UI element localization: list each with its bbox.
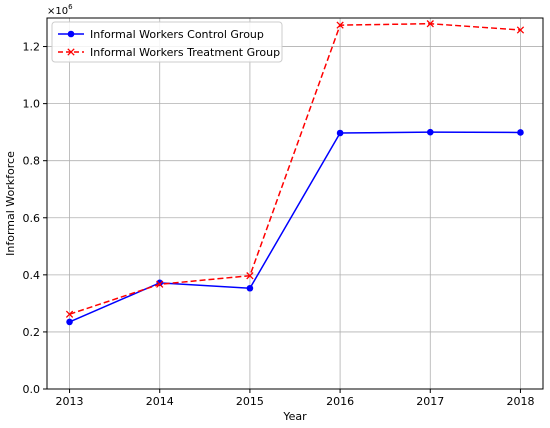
y-tick-label: 1.2 xyxy=(23,41,41,54)
y-tick-label: 1.0 xyxy=(23,98,41,111)
data-point-x xyxy=(246,272,254,280)
data-point-circle xyxy=(246,284,254,292)
plot-area-frame xyxy=(46,17,544,390)
data-point-x xyxy=(516,26,525,34)
y-axis-title: Informal Workforce xyxy=(4,151,17,256)
y-axis-multiplier: ×106 xyxy=(47,3,73,17)
data-point-x xyxy=(156,280,164,288)
x-tick-label: 2017 xyxy=(416,395,444,408)
series-layer xyxy=(65,20,525,326)
legend: Informal Workers Control Group Informal W… xyxy=(51,21,283,63)
data-point-x xyxy=(426,20,434,28)
data-point-x xyxy=(65,310,74,318)
x-axis-title: Year xyxy=(282,410,307,423)
data-point-circle xyxy=(66,318,73,326)
legend-box xyxy=(51,21,283,63)
y-multiplier-exponent: 6 xyxy=(68,3,73,11)
data-point-x xyxy=(336,21,344,29)
data-point-circle xyxy=(517,129,524,136)
x-tick-label: 2014 xyxy=(146,395,174,408)
data-point-circle xyxy=(426,128,434,136)
y-multiplier-base: ×10 xyxy=(47,6,68,17)
legend-label-2: Informal Workers Treatment Group xyxy=(90,46,280,59)
data-point-circle xyxy=(336,129,344,137)
series-line-2 xyxy=(69,22,521,315)
x-tick-label: 2013 xyxy=(56,395,84,408)
y-tick-label: 0.2 xyxy=(23,326,41,339)
axis-ticks: 2013 2014 2015 2016 2017 2018 0.0 0.2 0.4 0.6 0.8 1… xyxy=(23,41,535,408)
grid-lines xyxy=(47,18,543,390)
y-tick-label: 0.4 xyxy=(23,269,41,282)
legend-marker-circle xyxy=(67,30,75,38)
x-tick-label: 2015 xyxy=(236,395,264,408)
y-tick-label: 0.0 xyxy=(23,383,41,396)
legend-marker-x xyxy=(67,48,75,56)
x-tick-label: 2016 xyxy=(326,395,354,408)
series-line-1 xyxy=(69,131,521,323)
x-tick-label: 2018 xyxy=(506,395,534,408)
y-tick-label: 0.8 xyxy=(23,155,41,168)
y-tick-label: 0.6 xyxy=(23,212,41,225)
legend-label-1: Informal Workers Control Group xyxy=(90,28,264,41)
